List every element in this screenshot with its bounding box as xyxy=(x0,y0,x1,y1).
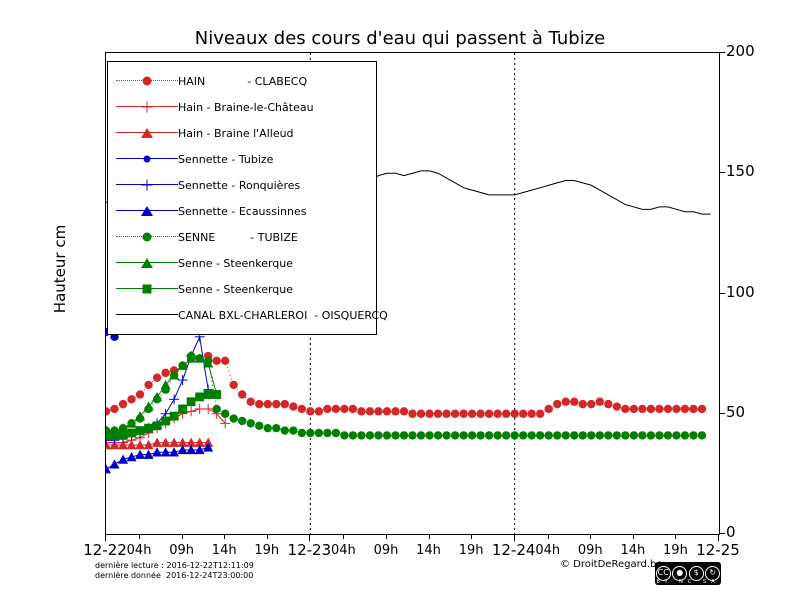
legend-sample-triangle-icon xyxy=(116,123,178,143)
y-tick-label: 50 xyxy=(726,402,746,421)
footnote-last-data: dernière donnée 2016-12-24T23:00:00 xyxy=(95,571,254,580)
legend-sample-square-icon xyxy=(116,279,178,299)
legend-item: Sennette - Tubize xyxy=(116,146,368,172)
x-tick-label-minor: 14h xyxy=(416,543,441,558)
y-tick-label: 200 xyxy=(726,42,755,60)
x-tick-mark-minor xyxy=(547,535,549,539)
x-tick-label-minor: 04h xyxy=(330,543,356,558)
x-tick-label-major: 12-23 xyxy=(287,541,332,559)
legend-item-label: Sennette - Ronquières xyxy=(178,178,301,192)
legend-item: Hain - Braine-le-Château xyxy=(116,94,368,120)
x-tick-mark xyxy=(309,535,311,541)
series-square xyxy=(106,390,222,440)
legend-item: Senne - Steenkerque xyxy=(116,250,368,276)
x-tick-mark-minor xyxy=(471,535,473,539)
legend-item-label: HAIN - CLABECQ xyxy=(178,74,308,88)
legend-sample-none-icon xyxy=(116,305,178,325)
chart-legend: HAIN - CLABECQ Hain - Braine-le-Château Ha… xyxy=(107,61,388,335)
y-tick-label: 150 xyxy=(726,162,755,181)
series-triangle xyxy=(106,442,214,474)
cc-sub-labels: BY NC SA xyxy=(656,579,720,585)
creative-commons-badge: CC ● $ ↻ BY NC SA xyxy=(655,562,721,585)
x-tick-mark-minor xyxy=(139,535,141,539)
legend-sample-triangle-icon xyxy=(116,253,178,273)
legend-sample-triangle-icon xyxy=(116,201,178,221)
x-tick-mark xyxy=(718,535,719,541)
y-tick-label: 0 xyxy=(726,523,736,541)
x-tick-mark-minor xyxy=(343,535,345,539)
x-tick-mark-minor xyxy=(266,535,268,539)
cc-sa-icon: ↻ xyxy=(705,566,721,581)
x-tick-label-major: 12-25 xyxy=(696,541,740,559)
y-tick-mark xyxy=(720,412,725,414)
x-tick-mark-minor xyxy=(224,535,226,539)
cc-by-icon: ● xyxy=(672,566,688,581)
legend-sample-circle-icon xyxy=(116,71,178,91)
y-tick-mark xyxy=(720,52,725,53)
legend-item: Sennette - Ronquières xyxy=(116,172,368,198)
x-tick-label-minor: 09h xyxy=(373,543,399,558)
x-tick-label-minor: 14h xyxy=(620,543,646,558)
legend-item-label: Hain - Braine l'Alleud xyxy=(178,126,294,140)
legend-item: Hain - Braine l'Alleud xyxy=(116,120,368,146)
footnote-last-read: dernière lecture : 2016-12-22T12:11:09 xyxy=(95,561,254,570)
legend-item-label: SENNE - TUBIZE xyxy=(178,230,298,244)
series-triangle xyxy=(106,353,222,435)
copyright-text: © DroitDeRegard.be xyxy=(560,559,663,570)
x-tick-label-minor: 19h xyxy=(663,543,688,558)
y-tick-mark xyxy=(720,172,725,174)
page-title: Niveaux des cours d'eau qui passent à Tu… xyxy=(194,28,606,49)
legend-sample-circle-icon xyxy=(116,149,178,169)
x-tick-mark-minor xyxy=(181,535,183,539)
legend-sample-plus-icon xyxy=(116,97,178,117)
x-tick-mark xyxy=(105,535,106,541)
legend-item: SENNE - TUBIZE xyxy=(116,224,368,250)
legend-item-label: Sennette - Ecaussinnes xyxy=(178,204,307,218)
x-tick-label-major: 12-22 xyxy=(83,541,127,559)
x-tick-mark-minor xyxy=(632,535,634,539)
legend-sample-plus-icon xyxy=(116,175,178,195)
x-tick-label-minor: 19h xyxy=(458,543,484,558)
x-tick-label-minor: 09h xyxy=(169,543,195,558)
x-tick-label-minor: 19h xyxy=(254,543,280,558)
legend-item-label: Hain - Braine-le-Château xyxy=(178,100,314,114)
x-tick-mark-minor xyxy=(385,535,387,539)
cc-nc-icon: $ xyxy=(688,566,704,581)
cc-icon: CC xyxy=(655,566,671,581)
y-tick-mark xyxy=(720,292,725,294)
x-tick-mark-minor xyxy=(590,535,592,539)
legend-item-label: CANAL BXL-CHARLEROI - OISQUERCQ xyxy=(178,308,388,322)
x-tick-label-minor: 04h xyxy=(126,543,152,558)
chart-canvas xyxy=(106,53,711,534)
series-triangle xyxy=(106,437,214,450)
legend-item: Senne - Steenkerque xyxy=(116,276,368,302)
x-tick-label-minor: 09h xyxy=(577,543,603,558)
legend-item: HAIN - CLABECQ xyxy=(116,68,368,94)
legend-item-label: Senne - Steenkerque xyxy=(178,256,294,270)
legend-item-label: Senne - Steenkerque xyxy=(178,282,294,296)
y-tick-mark xyxy=(720,533,725,534)
legend-sample-circle-icon xyxy=(116,227,178,247)
x-tick-mark-minor xyxy=(675,535,677,539)
legend-item-label: Sennette - Tubize xyxy=(178,152,274,166)
y-tick-label: 100 xyxy=(726,282,755,301)
x-tick-label-minor: 04h xyxy=(535,543,561,558)
x-tick-mark xyxy=(513,535,515,541)
x-tick-label-major: 12-24 xyxy=(491,541,536,559)
x-tick-mark-minor xyxy=(428,535,430,539)
x-tick-label-minor: 14h xyxy=(211,543,237,558)
y-axis-label: Hauteur cm xyxy=(51,224,69,314)
legend-item: CANAL BXL-CHARLEROI - OISQUERCQ xyxy=(116,302,388,328)
legend-item: Sennette - Ecaussinnes xyxy=(116,198,368,224)
